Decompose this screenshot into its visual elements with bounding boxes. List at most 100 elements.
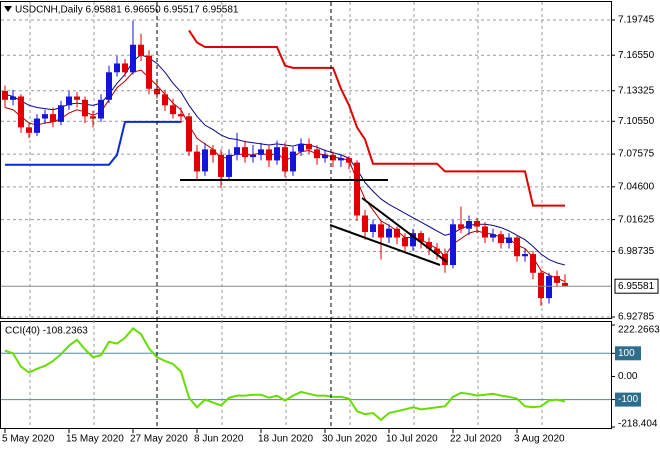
x-tick-label: 18 Jun 2020 [258,434,313,445]
y-tick-label: -218.404 [618,419,658,430]
candle-body [482,226,488,238]
candle-body [538,272,544,299]
candle-body [394,228,400,238]
candle-body [490,234,496,238]
x-tick-label: 27 May 2020 [130,434,188,445]
candle-body [10,96,16,100]
candle-body [42,114,48,119]
y-tick-label: -100 [618,394,638,405]
y-tick-label: 7.04600 [618,181,655,192]
candle-body [346,158,352,163]
candle-body [298,143,304,152]
candle-body [26,127,32,133]
candle-body [82,99,88,117]
candle-body [186,116,192,152]
candle-body [170,105,176,115]
y-tick-label: 6.92785 [618,312,655,323]
candle-body [258,149,264,155]
candle-body [226,154,232,177]
candle-body [562,282,568,287]
trendline [329,224,441,266]
candle-body [266,149,272,161]
candle-body [354,162,360,216]
candle-body [378,224,384,238]
candle-body [434,248,440,255]
x-tick-label: 30 Jun 2020 [322,434,377,445]
candle-body [514,237,520,257]
candle-body [98,99,104,119]
drawings [156,2,448,428]
level-box [615,346,641,361]
price-box [614,278,659,294]
candle-body [34,118,40,133]
candle-body [370,224,376,233]
candle-body [330,154,336,161]
price-label: 6.95581 [618,281,655,292]
candle-body [522,254,528,257]
candle-body [50,114,56,122]
candle-body [106,72,112,100]
candle-body [426,241,432,249]
y-tick-label: 0.00 [618,371,638,382]
candle-body [418,233,424,242]
main-panel [0,1,612,319]
candle-body [178,114,184,117]
candle-body [498,234,504,244]
candle-body [218,154,224,177]
candle-body [146,55,152,89]
x-tick-label: 10 Jul 2020 [386,434,438,445]
candle-body [250,154,256,158]
candle-body [314,149,320,159]
candle-body [458,224,464,229]
candle-body [138,44,144,56]
candle-body [282,147,288,172]
candle-body [410,233,416,247]
candle-body [194,151,200,172]
candle-body [322,154,328,159]
y-tick-label: 7.07575 [618,149,655,160]
y-tick-label: 7.01625 [618,214,655,225]
candle-body [154,88,160,95]
candle-body [306,143,312,150]
candle-body [546,276,552,299]
candle-body [234,147,240,155]
candle-body [450,224,456,266]
candle-body [466,220,472,229]
candle-body [274,147,280,161]
candle-body [122,63,128,73]
cci-line [4,326,566,422]
indicator-title: CCI(40) -108.2363 [5,326,88,337]
menu-arrow[interactable] [4,6,12,12]
candle-body [290,151,296,172]
x-tick-label: 15 May 2020 [66,434,124,445]
y-tick-label: 7.16550 [618,50,655,61]
candle-body [66,96,72,106]
candle-body [530,254,536,273]
candle-body [90,116,96,119]
candle-body [210,149,216,155]
x-tick-label: 8 Jun 2020 [194,434,244,445]
y-tick-label: 100 [618,348,635,359]
x-tick-label: 5 May 2020 [2,434,55,445]
y-tick-label: 6.98735 [618,246,655,257]
candle-body [474,220,480,227]
candle-body [2,90,8,100]
cci-panel [0,321,612,429]
candle-body [338,158,344,161]
candle-body [242,147,248,158]
candle-body [162,94,168,106]
candle-body [362,215,368,233]
candle-body [130,44,136,73]
y-tick-label: 7.19745 [618,15,655,26]
x-tick-label: 22 Jul 2020 [450,434,502,445]
y-tick-label: 7.13325 [618,85,655,96]
candle-body [402,237,408,247]
candle-body [554,276,560,283]
chart-title: USDCNH,Daily 6.95881 6.96650 6.95517 6.9… [15,5,239,16]
indicator-line [5,120,181,166]
x-tick-label: 3 Aug 2020 [514,434,565,445]
candle-body [18,96,24,128]
trendline [361,197,448,263]
candle-body [386,228,392,238]
